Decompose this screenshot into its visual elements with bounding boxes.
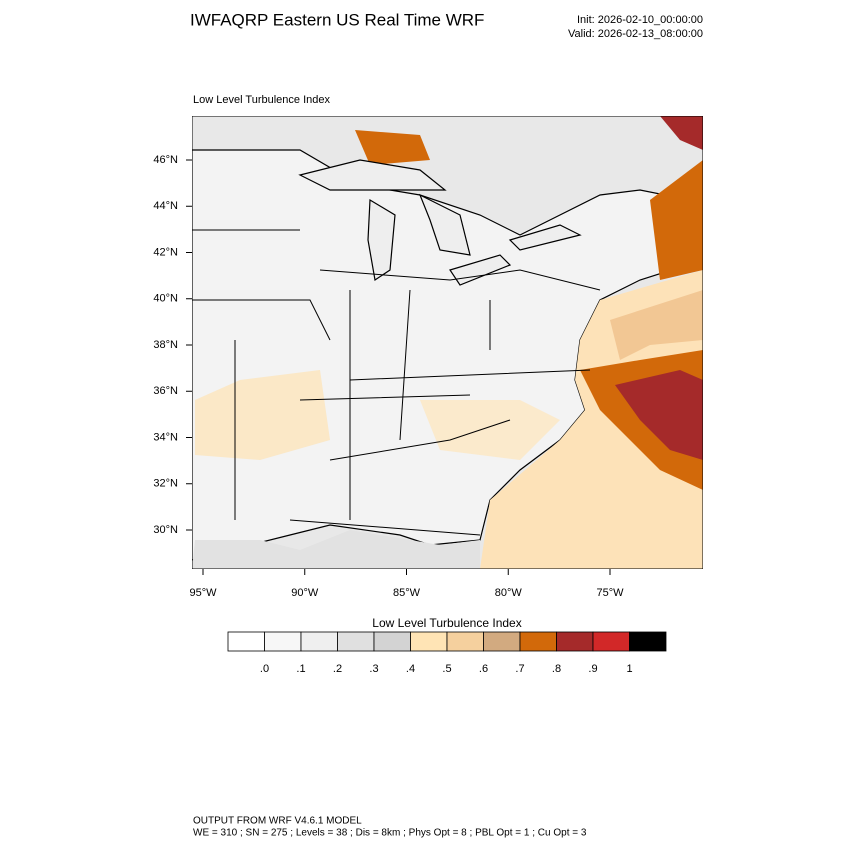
colorbar-box: [227, 631, 265, 652]
colorbar-label: .2: [333, 663, 342, 675]
lon-label: 90°W: [291, 587, 319, 599]
colorbar-label: .5: [442, 663, 451, 675]
colorbar-box: [556, 631, 594, 652]
colorbar-box: [410, 631, 448, 652]
colorbar-label: .7: [515, 663, 524, 675]
colorbar: .0 .1 .2 .3 .4 .5 .6 .7 .8 .9 1: [227, 631, 667, 675]
colorbar-box: [519, 631, 557, 652]
colorbar-label: .0: [260, 663, 269, 675]
lon-label: 95°W: [189, 587, 217, 599]
colorbar-box: [300, 631, 338, 652]
colorbar-label: .1: [296, 663, 305, 675]
map-label: Low Level Turbulence Index: [193, 94, 330, 106]
lat-label: 30°N: [153, 524, 178, 536]
lat-label: 34°N: [153, 431, 178, 443]
lat-label: 42°N: [153, 246, 178, 258]
colorbar-box: [373, 631, 411, 652]
colorbar-box: [264, 631, 302, 652]
lat-label: 38°N: [153, 339, 178, 351]
title: IWFAQRP Eastern US Real Time WRF: [190, 10, 484, 29]
colorbar-label: .9: [588, 663, 597, 675]
colorbar-label: .8: [552, 663, 561, 675]
colorbar-box: [337, 631, 375, 652]
colorbar-box: [629, 631, 667, 652]
colorbar-label: .3: [369, 663, 378, 675]
lat-label: 44°N: [153, 200, 178, 212]
lon-labels: 95°W 90°W 85°W 80°W 75°W: [189, 569, 624, 599]
colorbar-title: Low Level Turbulence Index: [372, 616, 521, 630]
lat-label: 32°N: [153, 478, 178, 490]
lat-label: 46°N: [153, 154, 178, 166]
colorbar-label: 1: [626, 663, 632, 675]
lat-label: 36°N: [153, 385, 178, 397]
footer-line: WE = 310 ; SN = 275 ; Levels = 38 ; Dis …: [193, 828, 587, 839]
colorbar-label: .4: [406, 663, 415, 675]
lat-label: 40°N: [153, 293, 178, 305]
lon-label: 85°W: [393, 587, 421, 599]
lon-label: 80°W: [495, 587, 523, 599]
colorbar-box: [592, 631, 630, 652]
lat-labels: 46°N 44°N 42°N 40°N 38°N 36°N 34°N 32°N 30°N: [153, 154, 192, 536]
colorbar-box: [483, 631, 521, 652]
valid-time: Valid: 2026-02-13_08:00:00: [568, 28, 703, 40]
lon-label: 75°W: [596, 587, 624, 599]
colorbar-label: .6: [479, 663, 488, 675]
footer-line: OUTPUT FROM WRF V4.6.1 MODEL: [193, 816, 362, 827]
colorbar-box: [446, 631, 484, 652]
map: [192, 116, 703, 569]
init-time: Init: 2026-02-10_00:00:00: [577, 14, 703, 26]
